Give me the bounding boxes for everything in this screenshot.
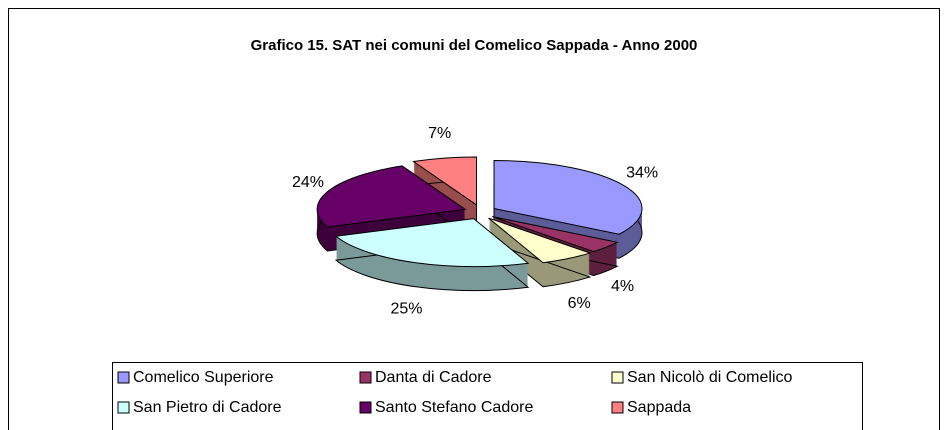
data-label: 34% [626, 165, 658, 182]
legend-label: Comelico Superiore [133, 369, 274, 386]
data-label: 25% [391, 301, 423, 318]
slice-side-outline [334, 242, 530, 292]
legend-box [112, 362, 863, 430]
data-label: 6% [568, 295, 591, 312]
slice [488, 217, 592, 264]
legend-swatch [359, 401, 372, 414]
slice [493, 160, 643, 235]
legend-swatch [611, 401, 624, 414]
legend-label: Santo Stefano Cadore [375, 399, 533, 416]
legend-label: Danta di Cadore [375, 369, 492, 386]
slice-side-outline [492, 240, 619, 277]
data-label: 24% [292, 174, 324, 191]
slice [492, 216, 619, 253]
slice-side-outline [488, 241, 592, 288]
legend-swatch [611, 371, 624, 384]
slice [334, 218, 530, 268]
legend-swatch [117, 371, 130, 384]
legend-swatch [359, 371, 372, 384]
slice [316, 165, 467, 228]
data-label: 7% [428, 125, 451, 142]
slice [412, 156, 478, 206]
legend-label: San Nicolò di Comelico [627, 369, 793, 386]
legend-swatch [117, 401, 130, 414]
chart-title: Grafico 15. SAT nei comuni del Comelico … [251, 37, 698, 54]
legend-label: San Pietro di Cadore [133, 399, 282, 416]
legend-label: Sappada [627, 399, 691, 416]
data-label: 4% [611, 278, 634, 295]
chart-border [8, 8, 940, 430]
